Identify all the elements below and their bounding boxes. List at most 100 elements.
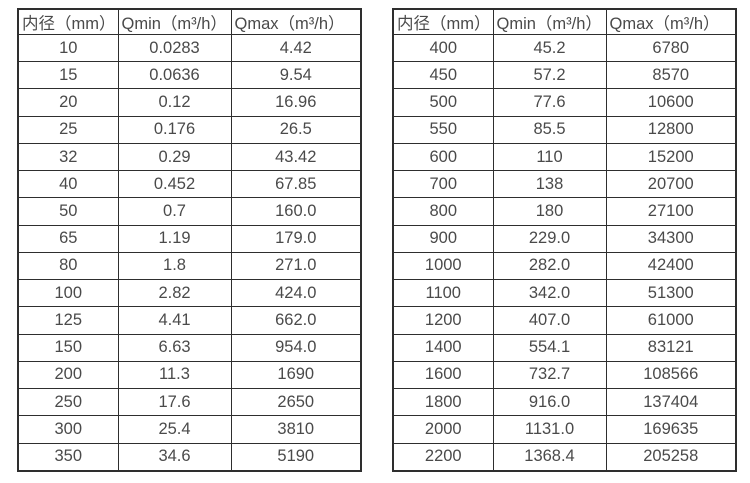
table-cell: 2200 <box>392 442 494 472</box>
table-cell: 25.4 <box>117 415 232 444</box>
table-cell: 1.19 <box>117 224 232 253</box>
table-cell: 662.0 <box>230 306 362 335</box>
table-row: 300 25.4 3810 <box>17 415 362 444</box>
table-cell: 26.5 <box>230 115 362 144</box>
table-row: 65 1.19 179.0 <box>17 224 362 253</box>
table-cell: 300 <box>17 415 119 444</box>
table-cell: 85.5 <box>492 115 607 144</box>
table-cell: 34300 <box>605 224 737 253</box>
flow-spec-tables: 内径（mm） Qmin（m³/h） Qmax（m³/h） 10 0.0283 4.4… <box>17 8 737 472</box>
table-row: 700 138 20700 <box>392 170 737 199</box>
table-cell: 150 <box>17 333 119 362</box>
table-row: 32 0.29 43.42 <box>17 142 362 172</box>
table-row: 250 17.6 2650 <box>17 388 362 417</box>
table-cell: 51300 <box>605 279 737 308</box>
table-row: 25 0.176 26.5 <box>17 115 362 144</box>
table-row: 15 0.0636 9.54 <box>17 61 362 90</box>
table-cell: 0.0283 <box>117 33 232 63</box>
table-cell: 1131.0 <box>492 415 607 444</box>
table-cell: 160.0 <box>230 197 362 226</box>
table-cell: 125 <box>17 306 119 335</box>
table-cell: 229.0 <box>492 224 607 253</box>
table-cell: 180 <box>492 197 607 226</box>
table-cell: 0.29 <box>117 142 232 172</box>
table-row: 1600 732.7 108566 <box>392 360 737 390</box>
table-cell: 2000 <box>392 415 494 444</box>
table-cell: 61000 <box>605 306 737 335</box>
table-cell: 27100 <box>605 197 737 226</box>
table-cell: 0.7 <box>117 197 232 226</box>
table-cell: 6.63 <box>117 333 232 362</box>
table-cell: 700 <box>392 170 494 199</box>
table-cell: 10600 <box>605 88 737 117</box>
table-cell: 2650 <box>230 388 362 417</box>
table-cell: 108566 <box>605 360 737 390</box>
table-cell: 282.0 <box>492 251 607 281</box>
table-cell: 0.452 <box>117 170 232 199</box>
table-cell: 1400 <box>392 333 494 362</box>
table-row: 2200 1368.4 205258 <box>392 442 737 472</box>
table-cell: 57.2 <box>492 61 607 90</box>
table-cell: 169635 <box>605 415 737 444</box>
table-cell: 1368.4 <box>492 442 607 472</box>
table-row: 1000 282.0 42400 <box>392 251 737 281</box>
table-cell: 1000 <box>392 251 494 281</box>
column-header-diameter: 内径（mm） <box>392 8 494 35</box>
table-cell: 16.96 <box>230 88 362 117</box>
table-row: 200 11.3 1690 <box>17 360 362 390</box>
table-cell: 900 <box>392 224 494 253</box>
table-cell: 4.42 <box>230 33 362 63</box>
table-row: 500 77.6 10600 <box>392 88 737 117</box>
table-cell: 350 <box>17 442 119 472</box>
table-row: 125 4.41 662.0 <box>17 306 362 335</box>
table-row: 550 85.5 12800 <box>392 115 737 144</box>
table-row: 900 229.0 34300 <box>392 224 737 253</box>
table-cell: 17.6 <box>117 388 232 417</box>
table-row: 1400 554.1 83121 <box>392 333 737 362</box>
column-header-qmin: Qmin（m³/h） <box>117 8 232 35</box>
table-row: 450 57.2 8570 <box>392 61 737 90</box>
table-cell: 400 <box>392 33 494 63</box>
table-cell: 12800 <box>605 115 737 144</box>
table-cell: 15 <box>17 61 119 90</box>
table-cell: 137404 <box>605 388 737 417</box>
column-header-qmax: Qmax（m³/h） <box>605 8 737 35</box>
flow-spec-table-large-diameters: 内径（mm） Qmin（m³/h） Qmax（m³/h） 400 45.2 6780… <box>392 8 737 472</box>
table-cell: 80 <box>17 251 119 281</box>
table-cell: 450 <box>392 61 494 90</box>
table-cell: 45.2 <box>492 33 607 63</box>
table-row: 400 45.2 6780 <box>392 33 737 63</box>
table-header-row: 内径（mm） Qmin（m³/h） Qmax（m³/h） <box>17 8 362 35</box>
table-row: 80 1.8 271.0 <box>17 251 362 281</box>
table-cell: 1.8 <box>117 251 232 281</box>
table-cell: 20 <box>17 88 119 117</box>
table-cell: 3810 <box>230 415 362 444</box>
table-row: 40 0.452 67.85 <box>17 170 362 199</box>
table-cell: 8570 <box>605 61 737 90</box>
table-cell: 15200 <box>605 142 737 172</box>
table-cell: 205258 <box>605 442 737 472</box>
table-header-row: 内径（mm） Qmin（m³/h） Qmax（m³/h） <box>392 8 737 35</box>
table-cell: 554.1 <box>492 333 607 362</box>
table-cell: 407.0 <box>492 306 607 335</box>
column-header-qmin: Qmin（m³/h） <box>492 8 607 35</box>
table-cell: 9.54 <box>230 61 362 90</box>
table-cell: 4.41 <box>117 306 232 335</box>
table-cell: 550 <box>392 115 494 144</box>
table-row: 1100 342.0 51300 <box>392 279 737 308</box>
table-cell: 43.42 <box>230 142 362 172</box>
table-cell: 0.0636 <box>117 61 232 90</box>
table-cell: 110 <box>492 142 607 172</box>
table-row: 1200 407.0 61000 <box>392 306 737 335</box>
table-cell: 83121 <box>605 333 737 362</box>
column-header-diameter: 内径（mm） <box>17 8 119 35</box>
table-row: 800 180 27100 <box>392 197 737 226</box>
table-cell: 77.6 <box>492 88 607 117</box>
table-cell: 100 <box>17 279 119 308</box>
table-cell: 1100 <box>392 279 494 308</box>
table-cell: 179.0 <box>230 224 362 253</box>
table-row: 350 34.6 5190 <box>17 442 362 472</box>
table-cell: 600 <box>392 142 494 172</box>
table-cell: 800 <box>392 197 494 226</box>
table-cell: 34.6 <box>117 442 232 472</box>
